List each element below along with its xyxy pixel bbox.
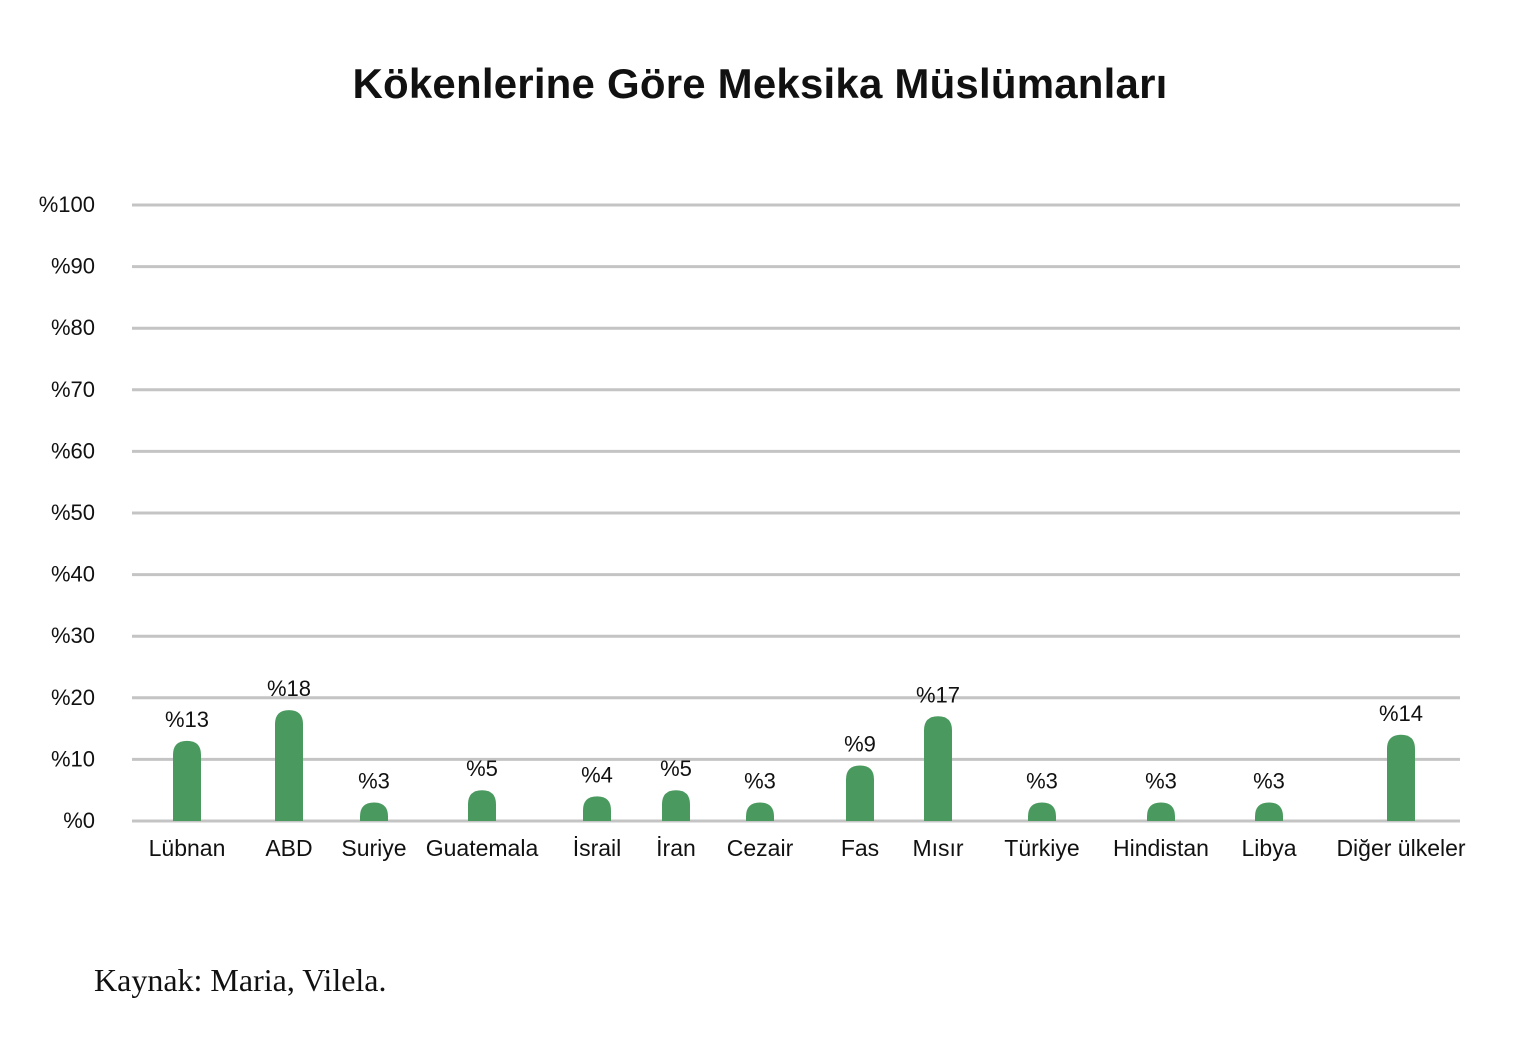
x-tick-label: İsrail	[573, 835, 622, 861]
x-tick-label: Diğer ülkeler	[1336, 835, 1465, 861]
x-tick-label: Türkiye	[1004, 835, 1079, 861]
data-labels: %13 %18 %3 %5 %4 %5 %3 %9 %17 %3 %3 %3 %14	[165, 676, 1423, 793]
data-label: %9	[844, 732, 876, 757]
x-tick-label: Suriye	[341, 835, 406, 861]
chart-title: Kökenlerine Göre Meksika Müslümanları	[352, 60, 1168, 107]
x-tick-label: Guatemala	[426, 835, 539, 861]
y-tick-label: %80	[51, 315, 95, 340]
bar	[1028, 802, 1056, 821]
data-label: %3	[358, 769, 390, 794]
x-tick-label: Cezair	[727, 835, 794, 861]
y-tick-label: %50	[51, 500, 95, 525]
data-label: %3	[1026, 769, 1058, 794]
bar	[275, 710, 303, 821]
bars	[173, 710, 1415, 821]
bar	[1387, 734, 1415, 821]
data-label: %3	[1145, 769, 1177, 794]
x-tick-label: Fas	[841, 835, 879, 861]
data-label: %14	[1379, 701, 1423, 726]
data-label: %13	[165, 707, 209, 732]
y-tick-label: %40	[51, 562, 95, 587]
y-tick-label: %60	[51, 438, 95, 463]
x-tick-label: İran	[656, 835, 696, 861]
y-tick-label: %20	[51, 685, 95, 710]
bar	[583, 796, 611, 821]
data-label: %17	[916, 682, 960, 707]
bar	[924, 716, 952, 821]
data-label: %3	[744, 769, 776, 794]
bar	[746, 802, 774, 821]
bar	[468, 790, 496, 821]
y-axis-ticks: %0 %10 %20 %30 %40 %50 %60 %70 %80 %90 %100	[39, 192, 95, 833]
gridlines	[132, 203, 1460, 823]
data-label: %18	[267, 676, 311, 701]
data-label: %4	[581, 762, 613, 787]
bar	[1147, 802, 1175, 821]
x-tick-label: Hindistan	[1113, 835, 1209, 861]
data-label: %5	[660, 756, 692, 781]
x-tick-label: Lübnan	[149, 835, 226, 861]
source-note: Kaynak: Maria, Vilela.	[94, 962, 387, 998]
bar	[846, 765, 874, 821]
bar	[1255, 802, 1283, 821]
x-tick-label: ABD	[265, 835, 312, 861]
x-tick-label: Libya	[1242, 835, 1297, 861]
data-label: %3	[1253, 769, 1285, 794]
y-tick-label: %0	[63, 808, 95, 833]
y-tick-label: %10	[51, 746, 95, 771]
data-label: %5	[466, 756, 498, 781]
y-tick-label: %30	[51, 623, 95, 648]
y-tick-label: %100	[39, 192, 95, 217]
x-axis-ticks: Lübnan ABD Suriye Guatemala İsrail İran Cezair…	[149, 835, 1466, 861]
bar	[173, 740, 201, 821]
bar	[360, 802, 388, 821]
x-tick-label: Mısır	[912, 835, 963, 861]
bar	[662, 790, 690, 821]
y-tick-label: %90	[51, 254, 95, 279]
y-tick-label: %70	[51, 377, 95, 402]
